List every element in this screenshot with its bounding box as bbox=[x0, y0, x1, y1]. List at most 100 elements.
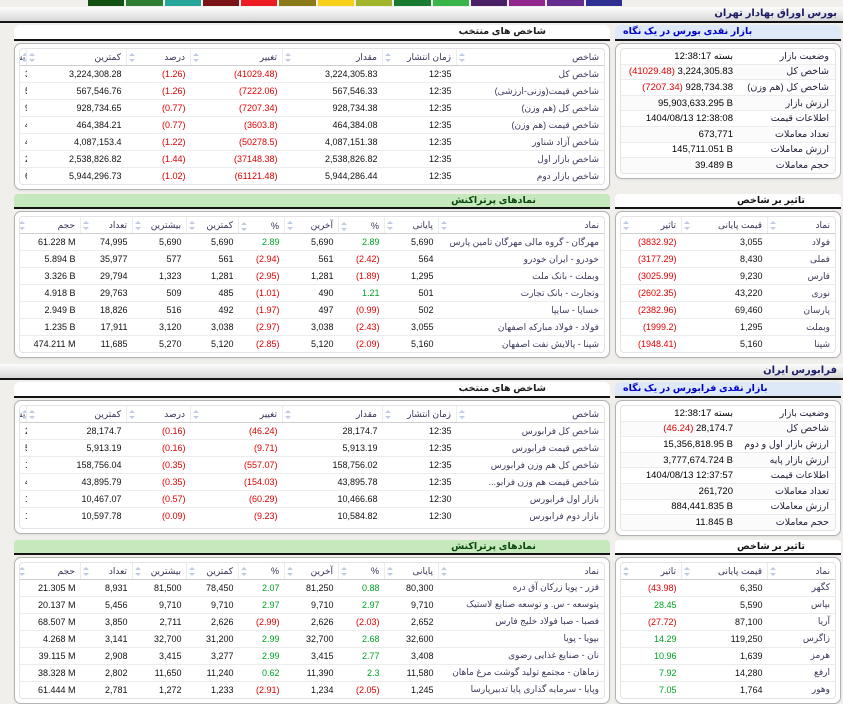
column-header[interactable]: قیمت پایانی bbox=[681, 217, 768, 234]
symbol-link[interactable]: خساپا - سایپا bbox=[438, 301, 604, 319]
column-header[interactable]: تغییر bbox=[190, 49, 283, 66]
column-header[interactable]: بیشترین bbox=[20, 49, 27, 66]
value-cell: 12:30 bbox=[382, 490, 457, 508]
symbol-link[interactable]: شاخص کل هم وزن فرابورس bbox=[456, 456, 604, 474]
value-cell: 2.89 bbox=[238, 233, 285, 251]
column-header[interactable]: % bbox=[338, 217, 385, 234]
column-header[interactable]: کمترین bbox=[26, 406, 127, 423]
symbol-link[interactable]: زاگرس bbox=[767, 630, 835, 648]
column-header[interactable]: حجم bbox=[20, 562, 81, 580]
column-header[interactable]: کمترین bbox=[26, 49, 127, 66]
column-header[interactable]: % bbox=[338, 562, 385, 580]
column-header[interactable]: کمترین bbox=[186, 562, 239, 580]
column-header[interactable]: آخرین bbox=[284, 217, 339, 234]
table-row: خودرو - ایران خودرو 564 (2.42) 561 (2.94) 561… bbox=[20, 250, 604, 268]
symbol-link[interactable]: وپایا - سرمایه گذاری پایا تدبیرپارسا bbox=[470, 684, 599, 695]
value-cell: 6,001,712.82 bbox=[20, 168, 27, 185]
symbol-link[interactable]: هرمز bbox=[767, 647, 835, 665]
column-header[interactable]: زمان انتشار bbox=[382, 49, 457, 66]
symbol-link[interactable]: فملی bbox=[767, 250, 835, 268]
column-header[interactable]: آخرین bbox=[284, 562, 339, 580]
sort-icon bbox=[387, 566, 393, 576]
value-cell: 2.89 bbox=[338, 233, 385, 251]
symbol-link[interactable]: وهور bbox=[811, 684, 830, 695]
column-header[interactable]: تعداد bbox=[80, 217, 133, 234]
symbol-link[interactable]: فصبا - صبا فولاد خلیج فارس bbox=[438, 613, 604, 631]
symbol-link[interactable]: شاخص کل bbox=[456, 65, 604, 83]
column-header[interactable]: پایانی bbox=[384, 217, 439, 234]
column-header[interactable]: درصد bbox=[126, 406, 191, 423]
symbol-link[interactable]: آریا bbox=[767, 613, 835, 631]
value-cell: 464,384.21 bbox=[26, 116, 127, 134]
column-header[interactable]: شاخص bbox=[456, 406, 604, 423]
heat-segment bbox=[585, 0, 622, 6]
value-cell: 39.115 M bbox=[20, 647, 81, 665]
value-cell: 69,460 bbox=[681, 301, 768, 319]
column-header[interactable]: نماد bbox=[438, 562, 604, 580]
symbol-link[interactable]: فارس bbox=[767, 267, 835, 285]
bourse-most-traded-table: نمادپایانی%آخرین%کمترینبیشترینتعدادحجمار… bbox=[20, 217, 604, 352]
symbol-link[interactable]: بپویا - پویا bbox=[438, 630, 604, 648]
column-header[interactable]: زمان انتشار bbox=[382, 406, 457, 423]
column-header[interactable]: مقدار bbox=[282, 406, 383, 423]
symbol-link[interactable]: نان - صنایع غذایی رضوی bbox=[438, 647, 604, 665]
glance-value: 95,903,633.295 B bbox=[657, 97, 733, 109]
heat-segment bbox=[279, 0, 316, 6]
farabourse-indices-header: شاخص های منتخب bbox=[14, 382, 610, 398]
column-header[interactable]: نماد bbox=[438, 217, 604, 234]
symbol-link[interactable]: پتوسعه - س. و توسعه صنایع لاستیک bbox=[438, 596, 604, 614]
column-header[interactable]: بیشترین bbox=[132, 217, 187, 234]
symbol-link[interactable]: کگهر bbox=[767, 579, 835, 597]
symbol-link[interactable]: نوری bbox=[767, 284, 835, 302]
symbol-link[interactable]: وتجارت - بانک تجارت bbox=[438, 284, 604, 302]
sort-icon bbox=[287, 221, 293, 230]
symbol-link[interactable]: شاخص قیمت فرابورس bbox=[456, 439, 604, 457]
symbol-link[interactable]: بازار اول فرابورس bbox=[456, 490, 604, 508]
symbol-link[interactable]: شاخص قیمت(وزنی-ارزشی) bbox=[456, 82, 604, 100]
column-header[interactable]: تاثیر bbox=[621, 217, 682, 234]
column-header[interactable]: قیمت پایانی bbox=[681, 562, 768, 580]
symbol-link[interactable]: ارفع bbox=[767, 664, 835, 682]
symbol-link[interactable]: پارسان bbox=[767, 301, 835, 319]
value-cell: 3,408 bbox=[384, 647, 439, 665]
column-header-label: بیشترین bbox=[150, 565, 181, 576]
symbol-link[interactable]: مهرگان - گروه مالی مهرگان تامین پارس bbox=[438, 233, 604, 251]
column-header[interactable]: نماد bbox=[767, 217, 835, 234]
symbol-link[interactable]: شاخص بازار اول bbox=[456, 150, 604, 168]
column-header[interactable]: تغییر bbox=[190, 406, 283, 423]
symbol-link[interactable]: شاخص قیمت هم وزن فرابو... bbox=[456, 473, 604, 491]
symbol-link[interactable]: شاخص قیمت (هم وزن) bbox=[456, 116, 604, 134]
symbol-link[interactable]: شاخص کل فرابورس bbox=[456, 422, 604, 440]
symbol-link[interactable]: شپنا bbox=[814, 338, 830, 349]
column-header[interactable]: تعداد bbox=[80, 562, 133, 580]
column-header[interactable]: % bbox=[238, 217, 285, 234]
symbol-link[interactable]: شاخص آزاد شناور bbox=[456, 133, 604, 151]
farabourse-glance-header[interactable]: بازار نقدی فرابورس در یک نگاه bbox=[615, 382, 841, 398]
column-header[interactable]: پایانی bbox=[384, 562, 439, 580]
column-header[interactable]: تاثیر bbox=[621, 562, 682, 580]
symbol-link[interactable]: شپنا - پالایش نفت اصفهان bbox=[501, 338, 599, 349]
column-header[interactable]: حجم bbox=[20, 217, 81, 234]
symbol-link[interactable]: وبملت - بانک ملت bbox=[438, 267, 604, 285]
symbol-link[interactable]: شاخص کل (هم وزن) bbox=[456, 99, 604, 117]
symbol-link[interactable]: بازار دوم فرابورس bbox=[529, 510, 599, 521]
symbol-link[interactable]: فولاد bbox=[767, 233, 835, 251]
column-header[interactable]: % bbox=[238, 562, 285, 580]
glance-label: ارزش معاملات bbox=[770, 501, 829, 513]
symbol-link[interactable]: فولاد - فولاد مبارکه اصفهان bbox=[438, 318, 604, 336]
symbol-link[interactable]: بپاس bbox=[767, 596, 835, 614]
column-header[interactable]: بیشترین bbox=[132, 562, 187, 580]
symbol-link[interactable]: وبملت bbox=[767, 318, 835, 336]
column-header[interactable]: کمترین bbox=[186, 217, 239, 234]
value-cell: 43,895.78 bbox=[282, 473, 383, 491]
column-header[interactable]: درصد bbox=[126, 49, 191, 66]
column-header[interactable]: نماد bbox=[767, 562, 835, 580]
symbol-link[interactable]: خودرو - ایران خودرو bbox=[438, 250, 604, 268]
column-header[interactable]: مقدار bbox=[282, 49, 383, 66]
bourse-glance-header[interactable]: بازار نقدی بورس در یک نگاه bbox=[615, 25, 841, 41]
column-header[interactable]: بیشترین bbox=[20, 406, 27, 423]
symbol-link[interactable]: زماهان - مجتمع تولید گوشت مرغ ماهان bbox=[438, 664, 604, 682]
symbol-link[interactable]: شاخص بازار دوم bbox=[536, 170, 599, 181]
column-header[interactable]: شاخص bbox=[456, 49, 604, 66]
symbol-link[interactable]: فزر - پویا زرکان آق دره bbox=[438, 579, 604, 597]
